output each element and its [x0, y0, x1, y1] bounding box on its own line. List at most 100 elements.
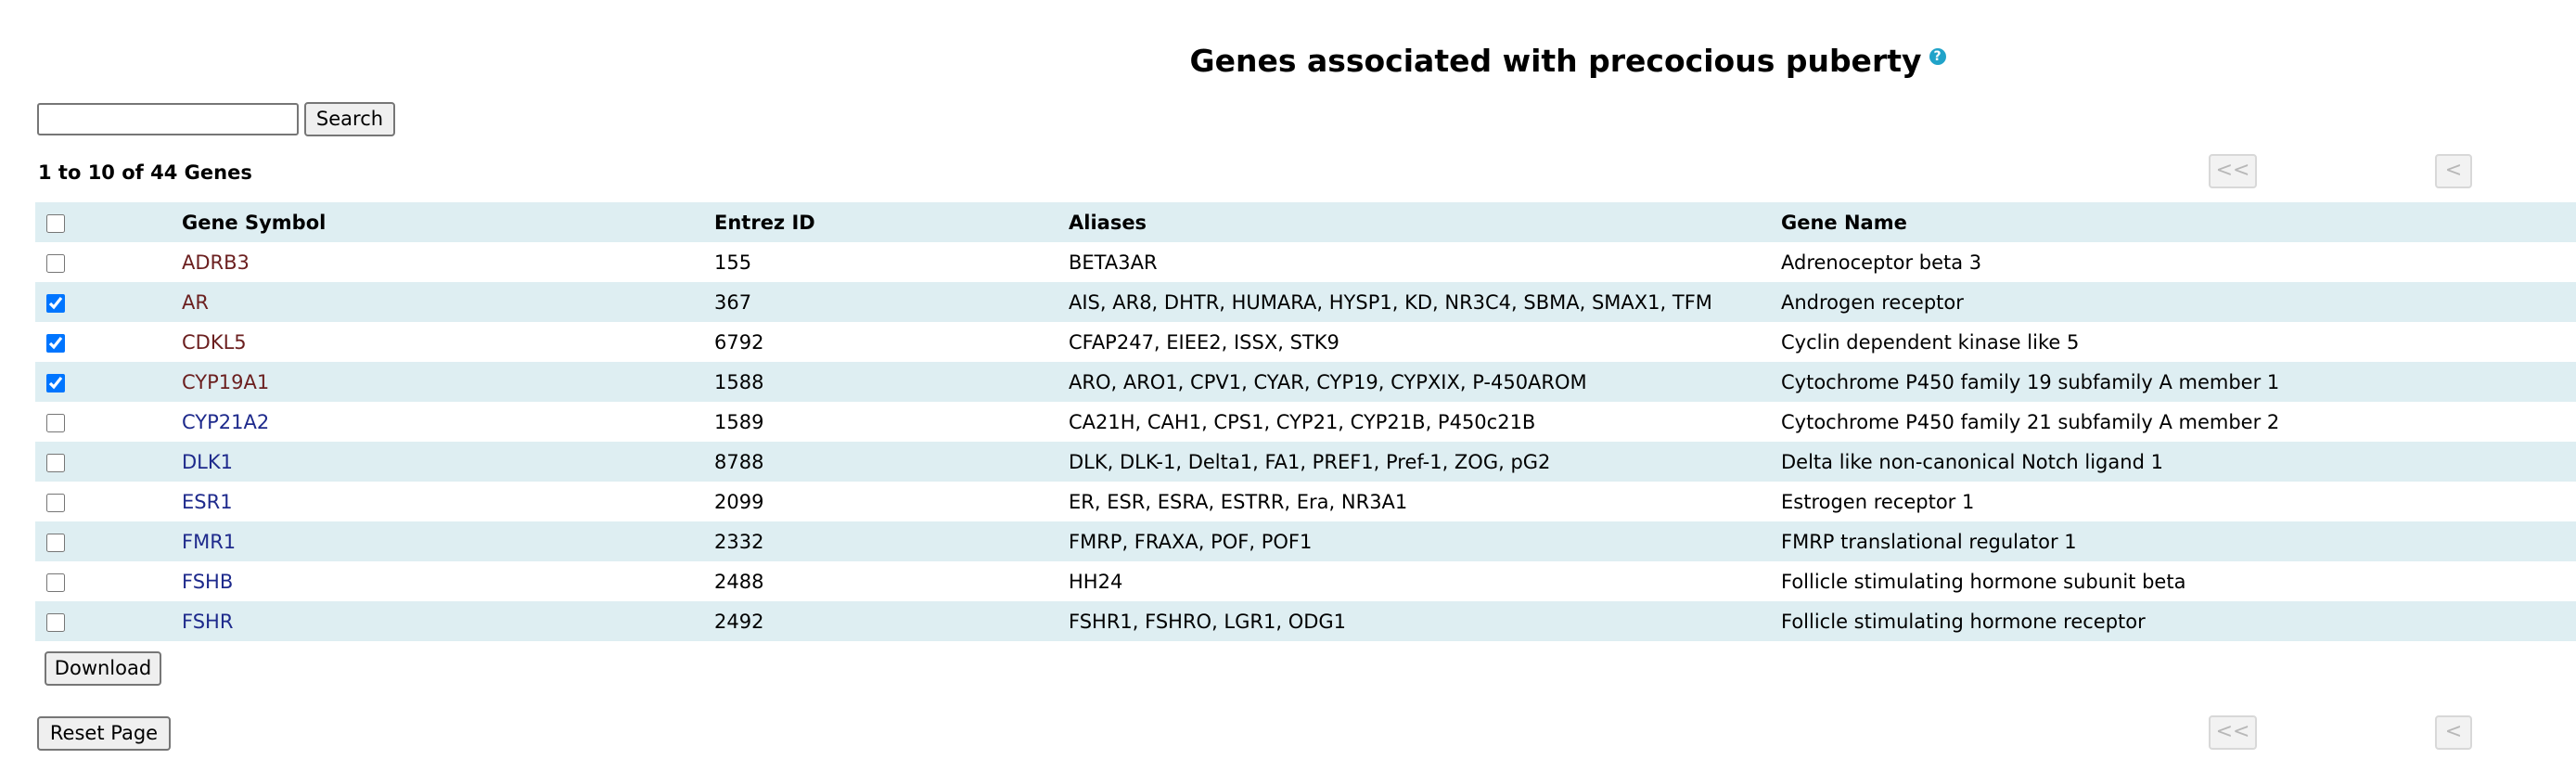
row-select-checkbox[interactable]: [46, 573, 65, 592]
gene-symbol-cell: FSHB: [182, 561, 714, 601]
entrez-id-cell: 2332: [714, 530, 764, 553]
gene-symbol-link[interactable]: AR: [182, 290, 209, 314]
row-select-cell: [35, 601, 182, 641]
row-select-checkbox[interactable]: [46, 453, 65, 472]
gene-symbol-cell: DLK1: [182, 442, 714, 482]
table-row: ADRB3 155 BETA3AR Adrenoceptor beta 3: [35, 242, 2576, 282]
header-gene-symbol[interactable]: Gene Symbol: [182, 211, 327, 234]
download-button[interactable]: Download: [45, 651, 161, 686]
table-header-row: Gene Symbol Entrez ID Aliases Gene Name: [35, 202, 2576, 242]
header-aliases[interactable]: Aliases: [1069, 211, 1147, 234]
entrez-id-cell: 155: [714, 251, 752, 274]
row-select-checkbox[interactable]: [46, 612, 65, 632]
gene-name-cell: Estrogen receptor 1: [1781, 490, 1975, 513]
table-row: ESR1 2099 ER, ESR, ESRA, ESTRR, Era, NR3A1…: [35, 482, 2576, 521]
gene-symbol-link[interactable]: ADRB3: [182, 251, 250, 274]
row-select-checkbox[interactable]: [46, 493, 65, 512]
table-row: AR 367 AIS, AR8, DHTR, HUMARA, HYSP1, KD, …: [35, 282, 2576, 322]
row-select-checkbox[interactable]: [46, 293, 65, 313]
row-select-cell: [35, 402, 182, 442]
aliases-cell: CA21H, CAH1, CPS1, CYP21, CYP21B, P450c2…: [1069, 410, 1536, 433]
gene-symbol-link[interactable]: DLK1: [182, 450, 234, 473]
row-select-cell: [35, 242, 182, 282]
entrez-id-cell: 6792: [714, 330, 764, 354]
gene-name-cell: Cyclin dependent kinase like 5: [1781, 330, 2080, 354]
gene-name-cell: Follicle stimulating hormone receptor: [1781, 610, 2146, 633]
gene-symbol-cell: FMR1: [182, 521, 714, 561]
entrez-id-cell: 2492: [714, 610, 764, 633]
row-select-cell: [35, 521, 182, 561]
gene-symbol-link[interactable]: FSHR: [182, 610, 234, 633]
gene-symbol-cell: AR: [182, 282, 714, 322]
aliases-cell: ARO, ARO1, CPV1, CYAR, CYP19, CYPXIX, P-…: [1069, 370, 1587, 393]
aliases-cell: DLK, DLK-1, Delta1, FA1, PREF1, Pref-1, …: [1069, 450, 1551, 473]
aliases-cell: FMRP, FRAXA, POF, POF1: [1069, 530, 1313, 553]
aliases-cell: BETA3AR: [1069, 251, 1158, 274]
row-select-cell: [35, 442, 182, 482]
aliases-cell: HH24: [1069, 570, 1123, 593]
results-table: Gene Symbol Entrez ID Aliases Gene Name …: [35, 202, 2576, 641]
row-select-cell: [35, 282, 182, 322]
row-select-cell: [35, 322, 182, 362]
gene-symbol-cell: CYP19A1: [182, 362, 714, 402]
entrez-id-cell: 367: [714, 290, 752, 314]
table-row: CDKL5 6792 CFAP247, EIEE2, ISSX, STK9 Cycli…: [35, 322, 2576, 362]
entrez-id-cell: 1588: [714, 370, 764, 393]
gene-symbol-cell: CYP21A2: [182, 402, 714, 442]
gene-name-cell: Adrenoceptor beta 3: [1781, 251, 1982, 274]
table-row: FSHR 2492 FSHR1, FSHRO, LGR1, ODG1 Follicle…: [35, 601, 2576, 641]
gene-symbol-cell: ESR1: [182, 482, 714, 521]
row-select-cell: [35, 561, 182, 601]
gene-symbol-link[interactable]: ESR1: [182, 490, 233, 513]
gene-name-cell: Androgen receptor: [1781, 290, 1964, 314]
search-input[interactable]: [37, 103, 299, 135]
select-all-cell: [35, 202, 182, 242]
table-row: FSHB 2488 HH24 Follicle stimulating hormone…: [35, 561, 2576, 601]
row-select-checkbox[interactable]: [46, 253, 65, 273]
previous-page-button-bottom[interactable]: <: [2435, 715, 2472, 750]
aliases-cell: AIS, AR8, DHTR, HUMARA, HYSP1, KD, NR3C4…: [1069, 290, 1712, 314]
first-page-button-bottom[interactable]: <<: [2209, 715, 2257, 750]
gene-symbol-cell: CDKL5: [182, 322, 714, 362]
search-button[interactable]: Search: [304, 102, 395, 136]
page-title-text: Genes associated with precocious puberty: [1189, 43, 1922, 79]
gene-name-cell: Delta like non-canonical Notch ligand 1: [1781, 450, 2163, 473]
row-select-checkbox[interactable]: [46, 533, 65, 552]
page-title: Genes associated with precocious puberty…: [0, 41, 2576, 82]
aliases-cell: ER, ESR, ESRA, ESTRR, Era, NR3A1: [1069, 490, 1408, 513]
table-row: FMR1 2332 FMRP, FRAXA, POF, POF1 FMRP trans…: [35, 521, 2576, 561]
gene-name-cell: Cytochrome P450 family 19 subfamily A me…: [1781, 370, 2280, 393]
header-gene-name[interactable]: Gene Name: [1781, 211, 1907, 234]
gene-symbol-link[interactable]: CDKL5: [182, 330, 247, 354]
entrez-id-cell: 2099: [714, 490, 764, 513]
gene-name-cell: Follicle stimulating hormone subunit bet…: [1781, 570, 2186, 593]
entrez-id-cell: 2488: [714, 570, 764, 593]
result-count: 1 to 10 of 44 Genes: [38, 161, 252, 184]
aliases-cell: FSHR1, FSHRO, LGR1, ODG1: [1069, 610, 1347, 633]
reset-page-button[interactable]: Reset Page: [37, 716, 171, 751]
row-select-checkbox[interactable]: [46, 413, 65, 432]
previous-page-button[interactable]: <: [2435, 154, 2472, 188]
row-select-checkbox[interactable]: [46, 373, 65, 392]
row-select-checkbox[interactable]: [46, 333, 65, 353]
row-select-cell: [35, 482, 182, 521]
select-all-checkbox[interactable]: [46, 213, 65, 233]
entrez-id-cell: 8788: [714, 450, 764, 473]
first-page-button[interactable]: <<: [2209, 154, 2257, 188]
gene-symbol-link[interactable]: FMR1: [182, 530, 237, 553]
table-row: DLK1 8788 DLK, DLK-1, Delta1, FA1, PREF1, …: [35, 442, 2576, 482]
gene-symbol-cell: ADRB3: [182, 242, 714, 282]
gene-symbol-link[interactable]: CYP21A2: [182, 410, 270, 433]
table-body: ADRB3 155 BETA3AR Adrenoceptor beta 3 AR 367 A…: [35, 242, 2576, 641]
gene-symbol-link[interactable]: FSHB: [182, 570, 234, 593]
gene-name-cell: FMRP translational regulator 1: [1781, 530, 2077, 553]
gene-symbol-cell: FSHR: [182, 601, 714, 641]
table-row: CYP19A1 1588 ARO, ARO1, CPV1, CYAR, CYP19,…: [35, 362, 2576, 402]
table-row: CYP21A2 1589 CA21H, CAH1, CPS1, CYP21, CYP…: [35, 402, 2576, 442]
header-entrez-id[interactable]: Entrez ID: [714, 211, 815, 234]
gene-name-cell: Cytochrome P450 family 21 subfamily A me…: [1781, 410, 2280, 433]
help-icon[interactable]: ?: [1929, 48, 1946, 65]
row-select-cell: [35, 362, 182, 402]
gene-symbol-link[interactable]: CYP19A1: [182, 370, 270, 393]
entrez-id-cell: 1589: [714, 410, 764, 433]
